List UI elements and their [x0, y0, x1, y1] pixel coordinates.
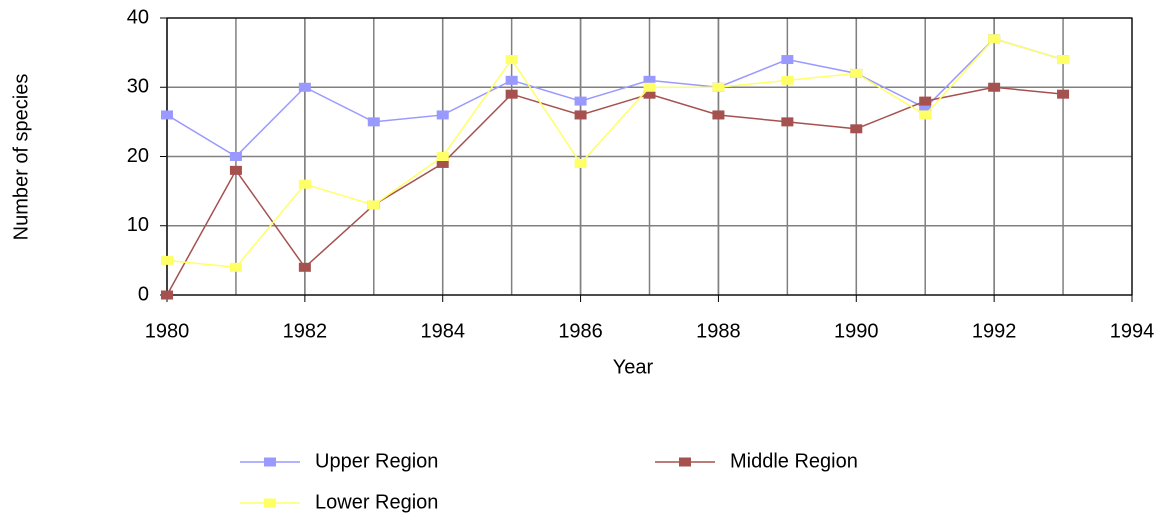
x-tick-label: 1990 [834, 320, 879, 342]
point-marker [988, 34, 1001, 44]
series-line [166, 37, 1064, 269]
point-marker [436, 158, 449, 168]
point-marker [367, 117, 380, 127]
point-marker [367, 200, 380, 210]
point-marker [850, 68, 863, 78]
x-tick-label: 1992 [972, 320, 1017, 342]
legend-marker [264, 457, 276, 467]
point-marker [781, 75, 794, 85]
legend-label: Middle Region [730, 450, 858, 472]
point-marker [643, 82, 656, 92]
legend-label: Lower Region [315, 491, 438, 513]
x-tick-label: 1980 [145, 320, 190, 342]
point-marker [436, 110, 449, 120]
y-tick-label: 20 [127, 145, 149, 167]
point-marker [712, 110, 725, 120]
point-marker [781, 55, 794, 65]
point-marker [505, 75, 518, 85]
x-tick-label: 1988 [696, 320, 741, 342]
point-marker [229, 152, 242, 161]
point-marker [643, 89, 656, 99]
y-tick-label: 0 [138, 283, 149, 305]
x-tick-label: 1986 [558, 320, 603, 342]
x-tick-label: 1994 [1110, 320, 1155, 342]
y-axis-label: Number of species [10, 74, 32, 241]
point-marker [919, 96, 932, 106]
legend-marker [264, 498, 276, 508]
point-marker [574, 158, 587, 168]
point-marker [919, 110, 932, 120]
legend-marker [679, 457, 691, 467]
point-marker [161, 290, 173, 300]
legend-label: Upper Region [315, 450, 438, 472]
point-marker [643, 75, 656, 85]
series-line [166, 37, 1064, 158]
point-marker [298, 262, 311, 272]
point-marker [229, 262, 242, 272]
point-marker [574, 110, 587, 120]
series-line [166, 86, 1064, 296]
y-tick-label: 10 [127, 214, 149, 236]
point-marker [1057, 55, 1070, 65]
point-marker [298, 82, 311, 92]
point-marker [505, 89, 518, 99]
x-tick-label: 1982 [283, 320, 328, 342]
point-marker [988, 82, 1001, 92]
point-marker [298, 179, 311, 189]
point-marker [712, 82, 725, 92]
point-marker [161, 255, 173, 265]
point-marker [229, 165, 242, 175]
x-tick-label: 1984 [420, 320, 465, 342]
plot-frame [166, 17, 1133, 296]
point-marker [161, 110, 173, 120]
point-marker [781, 117, 794, 127]
y-tick-label: 30 [127, 76, 149, 98]
y-tick-label: 40 [127, 6, 149, 28]
point-marker [919, 103, 932, 113]
point-marker [1057, 89, 1070, 99]
x-axis-label: Year [613, 356, 654, 378]
point-marker [850, 124, 863, 134]
point-marker [574, 96, 587, 106]
point-marker [436, 152, 449, 161]
point-marker [505, 55, 518, 65]
